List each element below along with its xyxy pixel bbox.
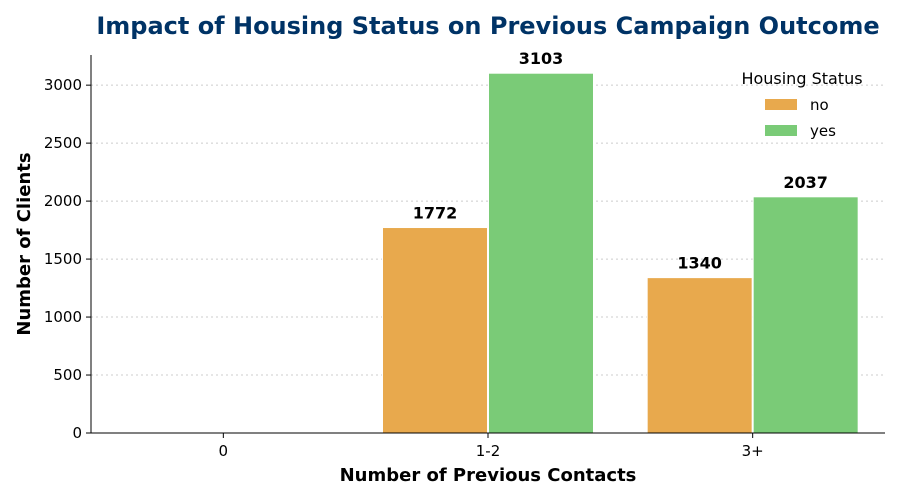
bar-yes-3+ [752, 196, 859, 434]
bar-no-1-2 [382, 227, 488, 434]
y-axis-label: Number of Clients [14, 152, 35, 335]
y-tick-label: 3000 [44, 76, 82, 94]
data-labels: 1772 3103 1340 2037 [413, 49, 828, 272]
x-tick-label: 0 [219, 442, 229, 460]
bar-no-3+ [646, 277, 753, 434]
y-tick-label: 500 [53, 366, 82, 384]
data-label-no-3+: 1340 [677, 254, 722, 273]
legend-label-no: no [810, 96, 829, 114]
bar-yes-1-2 [488, 72, 594, 434]
y-tick-label: 1000 [44, 308, 82, 326]
data-label-yes-3+: 2037 [783, 173, 828, 192]
legend-label-yes: yes [810, 122, 836, 140]
legend-swatch-yes [765, 125, 797, 136]
data-label-no-1-2: 1772 [413, 204, 458, 223]
x-tick-label: 3+ [742, 442, 764, 460]
y-tick-label: 2000 [44, 192, 82, 210]
y-tick-label: 0 [72, 424, 82, 442]
chart-title: Impact of Housing Status on Previous Cam… [96, 12, 879, 40]
y-tick-label: 2500 [44, 134, 82, 152]
data-label-yes-1-2: 3103 [519, 49, 564, 68]
bars [382, 72, 859, 434]
legend-swatch-no [765, 99, 797, 110]
x-axis-label: Number of Previous Contacts [340, 465, 637, 486]
legend: Housing Status no yes [741, 69, 862, 140]
legend-title: Housing Status [741, 69, 862, 88]
y-tick-label: 1500 [44, 250, 82, 268]
axes: 0 500 1000 1500 2000 2500 3000 0 1-2 3+ [44, 55, 885, 460]
x-tick-label: 1-2 [476, 442, 501, 460]
